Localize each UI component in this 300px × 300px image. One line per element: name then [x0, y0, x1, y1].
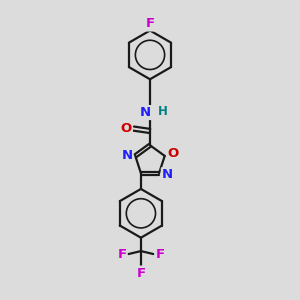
Text: F: F [155, 248, 164, 260]
Text: N: N [140, 106, 151, 119]
Text: F: F [136, 267, 146, 280]
Text: N: N [122, 149, 133, 162]
Text: O: O [121, 122, 132, 135]
Text: F: F [146, 17, 154, 31]
Text: O: O [167, 147, 178, 160]
Text: F: F [117, 248, 127, 260]
Text: N: N [162, 168, 173, 181]
Text: H: H [158, 105, 167, 118]
